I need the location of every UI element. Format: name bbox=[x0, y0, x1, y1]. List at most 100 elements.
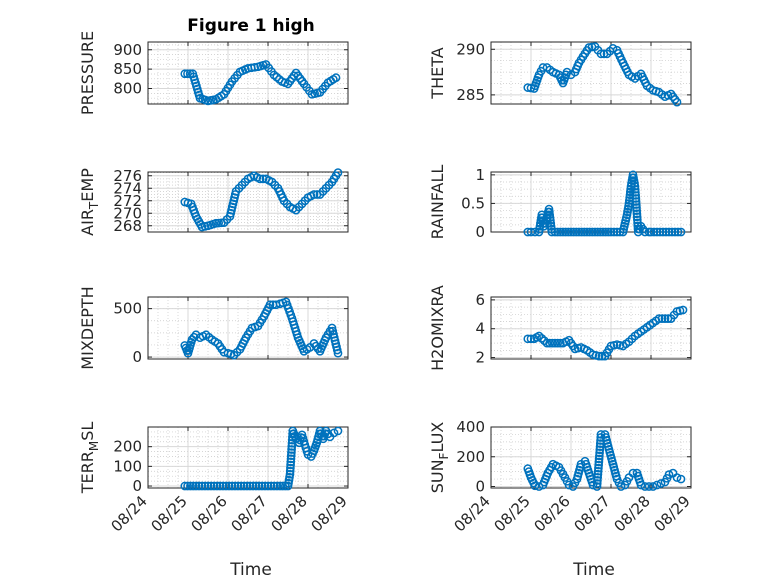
data-point bbox=[630, 184, 640, 194]
data-point bbox=[640, 482, 650, 491]
x-tick-label: 08/24 bbox=[108, 492, 151, 535]
data-point bbox=[239, 481, 249, 491]
data-point bbox=[526, 83, 536, 93]
data-point bbox=[670, 227, 680, 237]
x-tick-label: 08/29 bbox=[651, 492, 694, 535]
data-point bbox=[286, 451, 296, 461]
data-point bbox=[657, 314, 667, 323]
y-tick-label: 276 bbox=[113, 167, 142, 185]
data-point bbox=[648, 482, 658, 491]
data-point bbox=[534, 331, 544, 341]
data-point bbox=[632, 215, 642, 225]
data-point bbox=[275, 481, 285, 491]
y-axis-label: TERRMSL bbox=[78, 422, 101, 495]
data-point bbox=[632, 209, 642, 219]
data-point bbox=[530, 481, 540, 491]
data-point bbox=[180, 69, 190, 79]
data-point bbox=[673, 227, 683, 237]
y-tick-label: 200 bbox=[113, 438, 142, 456]
data-point bbox=[555, 227, 565, 237]
data-point bbox=[594, 460, 603, 470]
subplot-theta: 285 290 THETA bbox=[428, 40, 692, 107]
data-point bbox=[221, 481, 231, 491]
data-point bbox=[574, 227, 584, 237]
data-point bbox=[230, 481, 240, 491]
data-point bbox=[258, 174, 268, 184]
data-point bbox=[526, 227, 536, 237]
y-axis-label: THETA bbox=[428, 47, 447, 99]
x-tick-label: 08/27 bbox=[571, 492, 614, 535]
data-point bbox=[603, 227, 613, 237]
data-point bbox=[592, 482, 602, 491]
data-point bbox=[550, 227, 560, 237]
data-point bbox=[526, 334, 536, 344]
y-axis-label: H2OMIXRA bbox=[428, 285, 447, 371]
data-point bbox=[587, 227, 597, 237]
data-point bbox=[563, 227, 573, 237]
data-point bbox=[539, 336, 549, 346]
data-point bbox=[333, 348, 343, 358]
data-point bbox=[218, 481, 228, 491]
data-point bbox=[254, 481, 264, 491]
x-tick-label: 08/27 bbox=[228, 492, 271, 535]
data-point bbox=[333, 168, 343, 177]
x-tick-label: 08/28 bbox=[268, 492, 311, 535]
data-point bbox=[286, 454, 296, 464]
data-point bbox=[593, 476, 602, 485]
data-point bbox=[652, 480, 662, 490]
data-point bbox=[553, 338, 563, 348]
data-point bbox=[233, 481, 243, 491]
data-point bbox=[595, 445, 605, 455]
data-point bbox=[191, 481, 201, 491]
data-point bbox=[593, 227, 603, 237]
data-point bbox=[186, 481, 195, 491]
data-point bbox=[558, 227, 568, 237]
data-point bbox=[545, 338, 555, 348]
data-point bbox=[287, 448, 296, 457]
data-point bbox=[550, 338, 560, 348]
data-point bbox=[594, 351, 604, 361]
axes-box bbox=[490, 41, 692, 105]
data-point bbox=[250, 62, 260, 72]
data-point bbox=[598, 227, 608, 237]
y-tick-label: 500 bbox=[113, 300, 142, 318]
data-point bbox=[646, 227, 656, 237]
data-point bbox=[593, 472, 603, 482]
data-point bbox=[248, 481, 258, 491]
y-axis-label: SUNFLUX bbox=[428, 422, 451, 494]
y-tick-label: 0 bbox=[132, 477, 142, 495]
data-point bbox=[672, 97, 682, 107]
x-tick-label: 08/25 bbox=[148, 492, 191, 535]
data-point bbox=[590, 227, 600, 237]
y-tick-label: 4 bbox=[475, 320, 485, 338]
y-tick-label: 6 bbox=[475, 291, 485, 309]
data-point bbox=[309, 190, 319, 199]
data-point bbox=[197, 481, 207, 491]
x-tick-label: 08/26 bbox=[188, 492, 231, 535]
data-point bbox=[286, 460, 295, 470]
data-point bbox=[660, 314, 670, 323]
data-point bbox=[672, 473, 682, 482]
data-point bbox=[180, 481, 190, 491]
y-tick-label: 0 bbox=[132, 348, 142, 366]
subplot-h2omixra: 2 4 6 H2OMIXRA bbox=[428, 285, 692, 371]
data-point bbox=[595, 442, 605, 452]
data-point bbox=[227, 481, 237, 491]
data-point bbox=[632, 203, 641, 212]
x-tick-label: 08/25 bbox=[491, 492, 534, 535]
data-point bbox=[523, 334, 533, 344]
data-point bbox=[596, 49, 606, 59]
data-point bbox=[631, 194, 641, 203]
data-point bbox=[236, 481, 246, 491]
data-point bbox=[542, 338, 552, 348]
data-point bbox=[189, 332, 199, 342]
y-tick-label: 0.5 bbox=[461, 194, 485, 212]
data-point bbox=[582, 227, 592, 237]
data-point bbox=[224, 481, 234, 491]
data-point bbox=[286, 457, 296, 467]
